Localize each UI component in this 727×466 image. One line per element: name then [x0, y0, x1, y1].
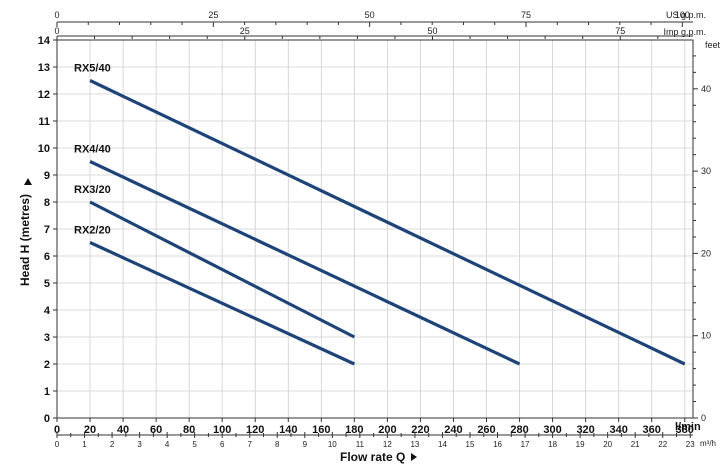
- y-tick-label: 6: [44, 251, 50, 263]
- y-tick-label: 10: [38, 143, 50, 155]
- y-feet-tick-label: 0: [701, 413, 706, 423]
- y-tick-label: 9: [44, 170, 50, 182]
- x-tick-label: 380: [676, 424, 694, 436]
- y-tick-label: 1: [44, 386, 50, 398]
- feet-unit-label: feet: [705, 40, 721, 50]
- y-tick-label: 4: [44, 305, 51, 317]
- top-imp-tick-label: 25: [240, 26, 250, 36]
- top-us-tick-label: 75: [521, 10, 531, 20]
- x-tick-label: 100: [213, 424, 231, 436]
- y-feet-tick-label: 30: [701, 166, 711, 176]
- y-axis-label: Head H (metres): [18, 194, 32, 286]
- x-secondary-tick-label: 10: [328, 440, 337, 449]
- x-tick-label: 20: [84, 424, 96, 436]
- x-secondary-tick-label: 18: [548, 440, 557, 449]
- series-label: RX4/40: [74, 144, 111, 156]
- l-min-unit-label: l/min: [675, 421, 701, 433]
- x-tick-label: 0: [54, 424, 60, 436]
- top-us-tick-label: 25: [208, 10, 218, 20]
- grid: [56, 39, 693, 419]
- x-secondary-tick-label: 4: [165, 440, 170, 449]
- top-imp-tick-label: 75: [615, 26, 625, 36]
- x-tick-label: 220: [411, 424, 429, 436]
- x-tick-label: 280: [510, 424, 528, 436]
- x-secondary-tick-label: 6: [220, 440, 225, 449]
- x-secondary-tick-label: 13: [410, 440, 419, 449]
- series-label: RX3/20: [74, 184, 111, 196]
- y-feet-tick-label: 10: [701, 331, 711, 341]
- x-tick-label: 80: [183, 424, 195, 436]
- x-secondary-tick-label: 2: [110, 440, 115, 449]
- y-tick-label: 3: [44, 332, 50, 344]
- x-secondary-tick-label: 16: [493, 440, 502, 449]
- x-tick-label: 320: [576, 424, 594, 436]
- y-axis-arrow-icon: [24, 178, 32, 185]
- y-feet-tick-label: 40: [701, 84, 711, 94]
- x-tick-label: 340: [609, 424, 627, 436]
- x-tick-label: 180: [345, 424, 363, 436]
- x-secondary-tick-label: 14: [438, 440, 447, 449]
- x-tick-label: 140: [279, 424, 297, 436]
- y-tick-label: 2: [44, 359, 50, 371]
- x-secondary-tick-label: 23: [686, 440, 695, 449]
- series-label: RX5/40: [74, 63, 111, 75]
- top-us-tick-label: 0: [54, 10, 59, 20]
- x-secondary-tick-label: 20: [603, 440, 612, 449]
- x-secondary-tick-label: 0: [55, 440, 60, 449]
- axes: 0 20 40 60 80 100 120 140 160 180 200 220 240 260 280 3…: [38, 10, 711, 449]
- y-tick-label: 7: [44, 224, 50, 236]
- x-tick-label: 240: [444, 424, 462, 436]
- x-secondary-tick-label: 22: [658, 440, 667, 449]
- x-secondary-tick-label: 8: [275, 440, 280, 449]
- x-tick-label: 160: [312, 424, 330, 436]
- y-tick-label: 11: [38, 116, 50, 128]
- y-tick-label: 5: [44, 278, 50, 290]
- x-tick-label: 120: [246, 424, 264, 436]
- y-tick-label: 8: [44, 197, 50, 209]
- us-gpm-unit-label: US g.p.m.: [666, 10, 706, 20]
- top-imp-tick-label: 0: [54, 26, 59, 36]
- x-secondary-tick-label: 3: [137, 440, 142, 449]
- series: RX5/40 RX4/40 RX3/20 RX2/20: [74, 63, 686, 366]
- x-secondary-tick-label: 21: [631, 440, 640, 449]
- series-line: [89, 160, 521, 366]
- top-us-tick-label: 50: [365, 10, 375, 20]
- series-label: RX2/20: [74, 225, 111, 237]
- x-secondary-tick-label: 9: [303, 440, 308, 449]
- x-secondary-tick-label: 11: [356, 440, 365, 449]
- y-tick-label: 14: [38, 35, 51, 47]
- y-tick-label: 13: [38, 62, 50, 74]
- x-tick-label: 60: [150, 424, 162, 436]
- x-secondary-tick-label: 5: [192, 440, 197, 449]
- m3h-unit-label: m³/h: [700, 439, 716, 448]
- x-secondary-tick-label: 12: [383, 440, 392, 449]
- x-tick-label: 200: [378, 424, 396, 436]
- x-secondary-tick-label: 1: [82, 440, 87, 449]
- top-imp-tick-label: 50: [427, 26, 437, 36]
- y-feet-tick-label: 20: [701, 248, 711, 258]
- y-tick-label: 0: [44, 413, 50, 425]
- x-secondary-tick-label: 17: [521, 440, 530, 449]
- y-tick-label: 12: [38, 89, 50, 101]
- series-line: [89, 241, 356, 366]
- x-secondary-tick-label: 19: [576, 440, 585, 449]
- imp-gpm-unit-label: Imp g.p.m.: [663, 27, 706, 37]
- x-tick-label: 40: [117, 424, 129, 436]
- x-tick-label: 360: [643, 424, 661, 436]
- x-tick-label: 300: [543, 424, 561, 436]
- x-secondary-tick-label: 7: [248, 440, 253, 449]
- x-tick-label: 260: [477, 424, 495, 436]
- series-line: [89, 200, 356, 339]
- x-axis-arrow-icon: [411, 453, 417, 461]
- x-secondary-tick-label: 15: [466, 440, 475, 449]
- series-line: [89, 79, 686, 366]
- x-axis-label: Flow rate Q: [340, 450, 405, 464]
- top-us-tick-label: 100: [675, 10, 690, 20]
